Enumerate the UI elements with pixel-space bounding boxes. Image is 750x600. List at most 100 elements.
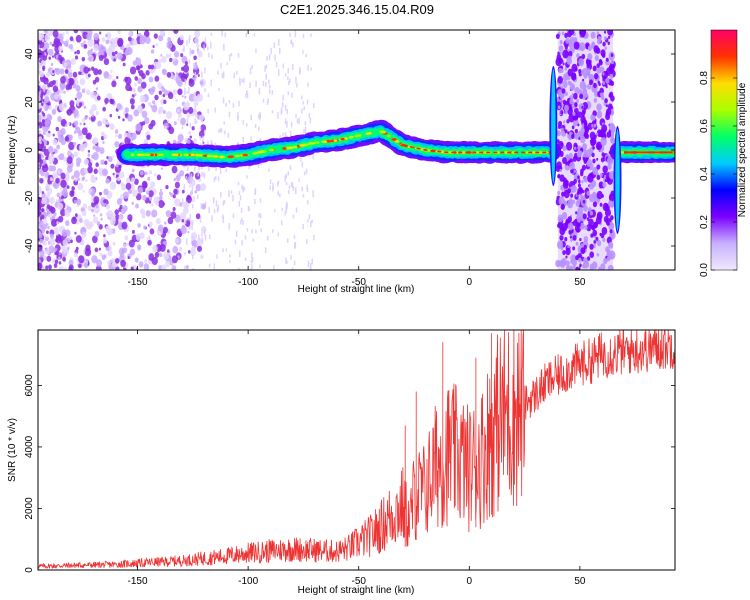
noise-speckle (187, 250, 191, 254)
noise-band-speckle (567, 216, 573, 223)
noise-band-speckle (569, 235, 572, 239)
noise-speckle (95, 162, 99, 168)
noise-streak (252, 238, 255, 242)
noise-speckle (52, 133, 55, 137)
noise-speckle (147, 239, 152, 246)
noise-speckle (40, 102, 44, 106)
noise-band-speckle (586, 83, 592, 90)
noise-speckle (38, 95, 41, 103)
noise-speckle (181, 189, 185, 194)
noise-streak (216, 254, 218, 259)
noise-band-speckle (584, 157, 588, 163)
noise-band-speckle (596, 143, 601, 150)
noise-streak (303, 129, 305, 134)
noise-band-speckle (592, 229, 598, 237)
noise-streak (282, 95, 284, 101)
noise-streak (228, 100, 231, 104)
noise-streak (222, 248, 224, 253)
noise-streak (241, 184, 243, 190)
noise-speckle (49, 197, 55, 204)
noise-speckle (194, 37, 200, 44)
noise-streak (250, 259, 253, 264)
noise-band-speckle (607, 222, 610, 226)
noise-speckle (79, 218, 83, 223)
noise-streak (285, 182, 288, 186)
noise-speckle (173, 30, 179, 34)
noise-band-speckle (558, 260, 563, 267)
noise-speckle (45, 93, 49, 97)
noise-band-speckle (605, 57, 609, 62)
noise-speckle (196, 238, 203, 247)
noise-speckle (39, 177, 44, 184)
noise-speckle (65, 42, 69, 47)
noise-streak (309, 263, 312, 270)
noise-speckle (55, 199, 59, 203)
noise-band-speckle (581, 180, 584, 184)
noise-streak (290, 121, 293, 128)
noise-speckle (139, 94, 146, 103)
noise-streak (183, 45, 185, 52)
noise-speckle (158, 34, 164, 42)
noise-band-speckle (564, 129, 568, 134)
noise-streak (183, 184, 186, 191)
noise-speckle (109, 113, 113, 118)
noise-speckle (192, 196, 195, 200)
noise-speckle (130, 104, 135, 110)
noise-speckle (84, 248, 92, 257)
noise-band-speckle (593, 97, 598, 103)
noise-streak (305, 168, 308, 174)
noise-streak (190, 190, 193, 196)
noise-speckle (53, 212, 57, 216)
noise-band-speckle (573, 93, 578, 100)
noise-band-speckle (565, 260, 570, 267)
noise-band-speckle (578, 180, 581, 184)
noise-streak (282, 132, 284, 137)
noise-speckle (66, 171, 70, 177)
noise-speckle (194, 190, 198, 194)
noise-speckle (184, 203, 187, 207)
noise-speckle (45, 104, 50, 110)
noise-band-speckle (582, 87, 588, 95)
noise-speckle (93, 214, 96, 217)
noise-band-speckle (568, 152, 573, 159)
noise-speckle (182, 206, 189, 215)
noise-speckle (41, 111, 44, 115)
noise-speckle (38, 161, 41, 166)
noise-speckle (83, 158, 89, 166)
noise-band-speckle (573, 41, 580, 50)
noise-speckle (200, 226, 207, 234)
noise-speckle (127, 256, 130, 260)
noise-band-speckle (596, 31, 600, 35)
noise-band-speckle (582, 78, 585, 82)
noise-streak (207, 140, 209, 146)
noise-streak (237, 181, 240, 186)
noise-streak (229, 254, 231, 258)
noise-speckle (96, 259, 103, 267)
noise-streak (268, 168, 270, 172)
ridge-hotspot (233, 154, 241, 158)
noise-streak (268, 79, 270, 85)
noise-band-speckle (593, 82, 597, 89)
noise-streak (284, 104, 287, 111)
noise-speckle (200, 171, 205, 177)
ridge-hotspot (621, 151, 625, 154)
noise-band-speckle (609, 91, 614, 98)
noise-speckle (175, 72, 179, 76)
noise-streak (194, 118, 197, 124)
noise-speckle (124, 107, 129, 113)
noise-speckle (42, 164, 49, 173)
noise-streak (269, 179, 272, 185)
noise-streak (196, 194, 199, 199)
noise-speckle (47, 210, 51, 215)
noise-streak (186, 118, 189, 123)
noise-band-speckle (589, 251, 595, 259)
noise-streak (254, 198, 256, 204)
noise-band-speckle (560, 203, 566, 210)
noise-speckle (41, 84, 47, 90)
noise-speckle (115, 163, 119, 168)
noise-speckle (97, 44, 105, 53)
noise-speckle (194, 113, 198, 118)
noise-streak (246, 228, 249, 232)
snr-xtick-label: -50 (351, 576, 366, 587)
noise-speckle (119, 204, 123, 210)
